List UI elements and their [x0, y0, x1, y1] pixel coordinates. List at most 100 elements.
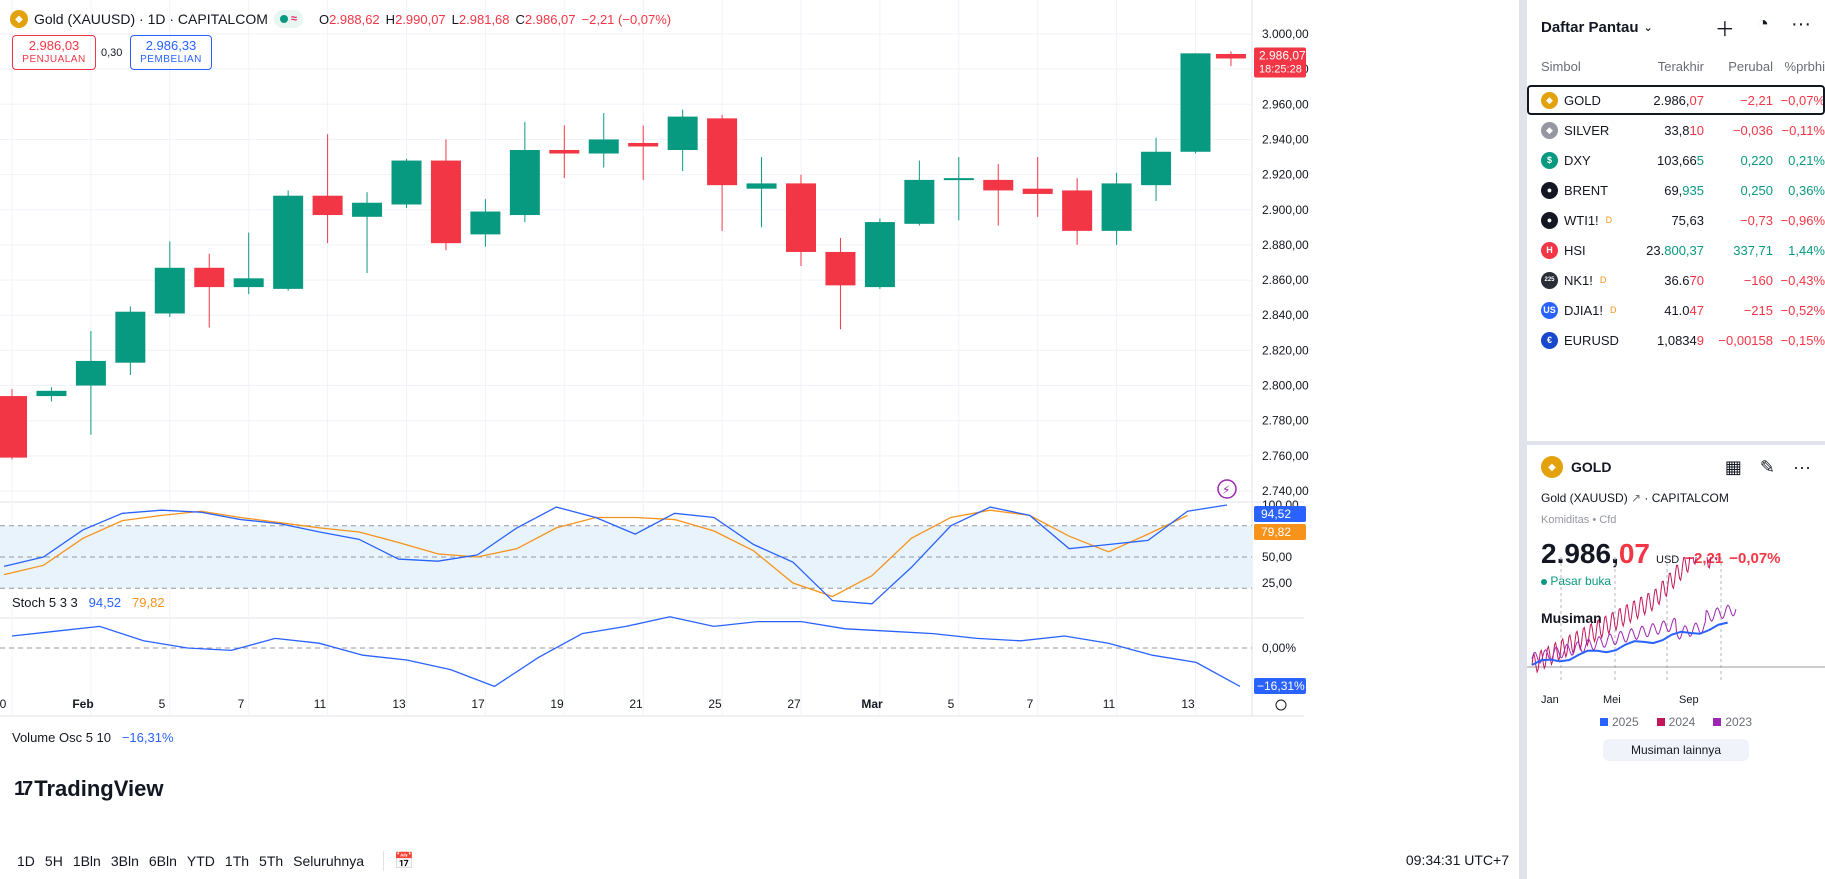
- volosc-tick-label: 0,00%: [1262, 641, 1296, 655]
- details-exchange[interactable]: CAPITALCOM: [1651, 491, 1729, 505]
- tf-1d[interactable]: 1D: [17, 852, 35, 869]
- candle-body: [1101, 183, 1132, 231]
- seasonal-month-label: Sep: [1679, 694, 1699, 706]
- symbol-title[interactable]: Gold (XAUUSD) · 1D · CAPITALCOM: [34, 11, 268, 27]
- stoch-name: Stoch 5 3 3: [12, 595, 78, 610]
- watchlist-row-nk1[interactable]: 225 NK1! D 36.670 −160 −0,43%: [1527, 265, 1825, 295]
- tf-1th[interactable]: 1Th: [224, 852, 250, 869]
- chart-panel[interactable]: 3.000,002.980,002.960,002.940,002.920,00…: [0, 0, 1519, 879]
- buy-button[interactable]: 2.986,33 PEMBELIAN: [130, 35, 212, 70]
- grid-icon[interactable]: ▦: [1724, 456, 1742, 477]
- watchlist-rows: ◆ GOLD 2.986,07 −2,21 −0,07% ◆ SILVER 33,810 −0,…: [1527, 85, 1825, 355]
- change-value: −2,21: [1740, 92, 1773, 108]
- legend-2023[interactable]: 2023: [1713, 715, 1752, 729]
- tf-5th[interactable]: 5Th: [259, 852, 284, 869]
- symbol-name: DJIA1!: [1564, 302, 1604, 318]
- tf-1bln[interactable]: 1Bln: [72, 852, 101, 869]
- candle-body: [904, 179, 935, 224]
- legend-2025[interactable]: 2025: [1599, 715, 1639, 729]
- change-value: −0,73: [1740, 212, 1773, 228]
- watchlist-row-wti1[interactable]: ● WTI1! D 75,63 −0,73 −0,96%: [1527, 205, 1825, 235]
- toolbar-divider: [382, 850, 384, 871]
- more-options-icon[interactable]: ···: [1791, 13, 1811, 35]
- watchlist-symbol: ● WTI1! D: [1527, 211, 1623, 229]
- last-price-label: 2.986,07: [1259, 48, 1306, 62]
- volosc-tag: [1254, 678, 1306, 694]
- change-pct: 0,21%: [1788, 152, 1825, 168]
- details-symbol[interactable]: GOLD: [1571, 459, 1612, 475]
- tf-5h[interactable]: 5H: [44, 852, 63, 869]
- symbol-name: EURUSD: [1564, 332, 1619, 348]
- change-pct: −0,43%: [1780, 272, 1825, 288]
- watchlist-row-silver[interactable]: ◆ SILVER 33,810 −0,036 −0,11%: [1527, 115, 1825, 145]
- calendar-icon[interactable]: 📅: [393, 852, 414, 870]
- last-price: 75,63: [1671, 212, 1704, 228]
- candle-body: [1022, 188, 1053, 194]
- tf-6bln[interactable]: 6Bln: [148, 852, 177, 869]
- candle-body: [943, 178, 974, 181]
- watchlist-title[interactable]: Daftar Pantau: [1541, 19, 1639, 36]
- col-change[interactable]: Perubal: [1728, 58, 1773, 74]
- watchlist-row-gold[interactable]: ◆ GOLD 2.986,07 −2,21 −0,07%: [1527, 85, 1825, 115]
- candle-body: [588, 139, 619, 154]
- watchlist-row-brent[interactable]: ● BRENT 69,935 0,250 0,36%: [1527, 175, 1825, 205]
- seasonal-chart[interactable]: Jan Mei Sep: [1527, 557, 1825, 707]
- volosc-value: −16,31%: [121, 730, 174, 745]
- details-category: Komiditas: [1541, 514, 1590, 526]
- volosc-line: [11, 616, 1241, 688]
- add-symbol-icon[interactable]: ＋: [1714, 19, 1735, 41]
- ohlc-open: 2.988,62: [329, 11, 380, 27]
- seasonal-line-2025: [1531, 621, 1728, 666]
- more-seasonals-button[interactable]: Musiman lainnya: [1603, 739, 1749, 761]
- watchlist-row-dxy[interactable]: $ DXY 103,665 0,220 0,21%: [1527, 145, 1825, 175]
- details-full-name[interactable]: Gold (XAUUSD): [1541, 491, 1628, 505]
- change-value: −0,00158: [1718, 332, 1773, 348]
- advanced-view-icon[interactable]: ◔: [1756, 13, 1770, 35]
- lightning-icon: [1217, 479, 1237, 499]
- price-tick-label: 2.920,00: [1262, 168, 1309, 182]
- price-tick-label: 2.760,00: [1262, 449, 1309, 463]
- volosc-legend[interactable]: Volume Osc 5 10 −16,31%: [12, 730, 174, 745]
- tf-all[interactable]: Seluruhnya: [293, 852, 364, 869]
- price-tick-label: 2.740,00: [1262, 484, 1309, 498]
- delayed-badge: D: [1605, 215, 1613, 225]
- buy-label: PEMBELIAN: [140, 54, 202, 65]
- watchlist-row-hsi[interactable]: H HSI 23.800,37 337,71 1,44%: [1527, 235, 1825, 265]
- time-axis-label: 13: [392, 697, 406, 711]
- watchlist-symbol: H HSI: [1527, 241, 1623, 259]
- seasonal-legend: 2025 2024 2023: [1527, 715, 1825, 729]
- legend-2024[interactable]: 2024: [1656, 715, 1695, 729]
- watchlist-symbol: US DJIA1! D: [1527, 301, 1623, 319]
- stoch-k-tag: [1254, 506, 1306, 522]
- tradingview-logo[interactable]: 17 TradingView: [14, 776, 163, 802]
- details-currency: USD: [1656, 554, 1680, 566]
- edit-icon[interactable]: ✎: [1759, 456, 1776, 477]
- tf-ytd[interactable]: YTD: [186, 852, 215, 869]
- delayed-badge: D: [1599, 275, 1607, 285]
- chevron-down-icon[interactable]: ⌄: [1643, 22, 1653, 34]
- watchlist-row-eurusd[interactable]: € EURUSD 1,08349 −0,00158 −0,15%: [1527, 325, 1825, 355]
- clock[interactable]: 09:34:31 UTC+7: [1405, 852, 1509, 868]
- tf-3bln[interactable]: 3Bln: [110, 852, 139, 869]
- gold-coin-icon: ◆: [10, 10, 28, 28]
- axis-settings-icon: [1275, 699, 1287, 711]
- sell-label: PENJUALAN: [22, 54, 86, 65]
- candle-body: [509, 150, 540, 216]
- time-axis-label: 5: [159, 697, 166, 711]
- external-link-icon[interactable]: ↗: [1631, 491, 1642, 505]
- watchlist-row-djia1[interactable]: US DJIA1! D 41.047 −215 −0,52%: [1527, 295, 1825, 325]
- col-symbol[interactable]: Simbol: [1541, 58, 1581, 74]
- price-tick-label: 2.880,00: [1262, 238, 1309, 252]
- stoch-legend[interactable]: Stoch 5 3 3 94,52 79,82: [12, 595, 165, 610]
- candle-body: [391, 160, 422, 205]
- change-pct: 1,44%: [1788, 242, 1825, 258]
- candle-body: [0, 396, 27, 458]
- sell-button[interactable]: 2.986,03 PENJUALAN: [12, 35, 96, 70]
- chart-canvas[interactable]: 3.000,002.980,002.960,002.940,002.920,00…: [0, 0, 1519, 879]
- market-status-pill[interactable]: ≈: [273, 10, 303, 28]
- col-last[interactable]: Terakhir: [1657, 58, 1704, 74]
- symbol-name: DXY: [1564, 152, 1591, 168]
- col-pct[interactable]: %prbhi: [1784, 58, 1825, 74]
- more-options-icon[interactable]: ···: [1793, 456, 1811, 477]
- candle-body: [154, 267, 185, 314]
